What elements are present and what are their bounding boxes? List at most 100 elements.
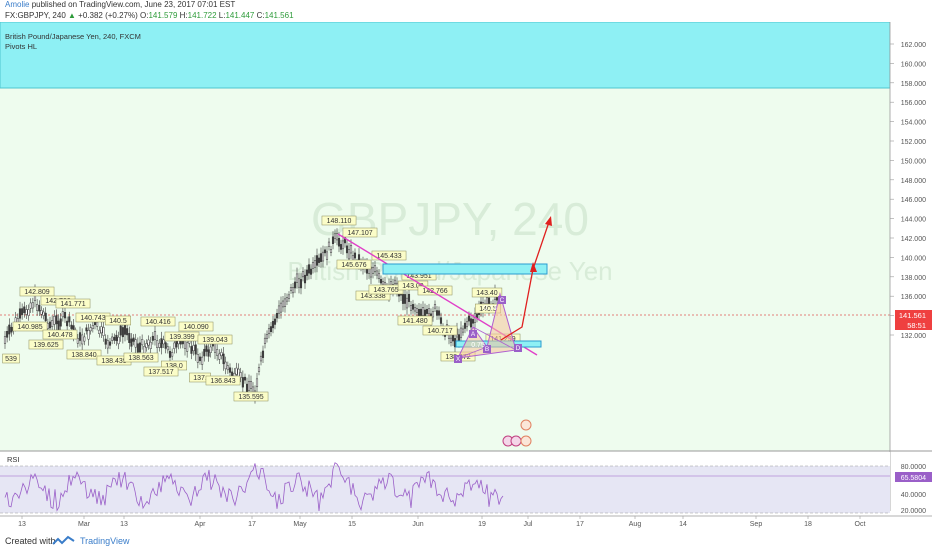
pivot-label: 140.090 <box>183 324 208 331</box>
candle-body <box>201 356 204 365</box>
countdown-value: 58:51 <box>907 321 926 330</box>
pivot-label: 140.478 <box>47 332 72 339</box>
candle-body <box>257 367 261 372</box>
candle-body <box>435 310 439 316</box>
tradingview-brand[interactable]: TradingView <box>80 536 130 546</box>
resistance-zone-top <box>0 22 891 89</box>
pattern-letter: A <box>471 331 476 338</box>
candle-body <box>337 238 341 247</box>
tradingview-logo-icon[interactable] <box>52 535 76 549</box>
candle-body <box>36 304 39 311</box>
candle-body <box>70 324 73 329</box>
candle-body <box>329 249 333 253</box>
candle-body <box>415 308 419 313</box>
candle-body <box>42 311 45 316</box>
price-label: 152.000 <box>901 139 926 146</box>
time-label: Apr <box>195 521 207 528</box>
price-label: 154.000 <box>901 120 926 127</box>
time-label: 14 <box>679 521 687 528</box>
candle-body <box>216 349 219 356</box>
author-link[interactable]: Amolie <box>5 0 30 9</box>
candle-body <box>427 308 431 314</box>
candle-body <box>349 245 353 254</box>
time-label: 13 <box>120 521 128 528</box>
candle-body <box>147 339 150 346</box>
pivot-label: 138.563 <box>128 355 153 362</box>
event-icon[interactable] <box>510 435 522 447</box>
candle-body <box>409 305 413 311</box>
price-axis[interactable] <box>890 22 932 511</box>
candle-body <box>315 255 319 266</box>
candle-body <box>379 279 383 284</box>
candle-body <box>59 318 62 327</box>
candle-body <box>111 336 114 341</box>
candle-body <box>311 261 315 269</box>
candle-body <box>353 252 357 259</box>
candle-body <box>347 249 351 260</box>
pivot-label-box <box>205 375 241 386</box>
candle-body <box>327 241 331 247</box>
pivot-label-box <box>336 259 372 270</box>
candle-body <box>425 308 429 314</box>
pivot-label-box <box>105 315 131 326</box>
candle-body <box>115 334 118 342</box>
candle-body <box>168 351 172 358</box>
candle-body <box>134 339 137 348</box>
candle-body <box>461 328 465 333</box>
candle-body <box>341 240 345 250</box>
candle-body <box>68 316 71 323</box>
resistance-box <box>382 263 548 275</box>
candle-body <box>313 260 317 268</box>
candle-body <box>162 339 165 345</box>
candle-body <box>283 298 287 307</box>
candle-body <box>44 312 47 322</box>
candle-body <box>128 333 131 343</box>
candle-body <box>104 338 107 345</box>
candle-body <box>303 274 307 284</box>
candle-body <box>98 329 101 335</box>
candle-body <box>38 305 41 312</box>
pivot-label: 137. <box>193 375 207 382</box>
candle-body <box>106 340 109 349</box>
candle-body <box>401 293 405 304</box>
pivot-label: 136.843 <box>210 378 235 385</box>
candle-body <box>325 251 329 260</box>
candle-body <box>289 287 293 291</box>
pivot-label-box <box>321 215 357 226</box>
candle-body <box>259 355 263 362</box>
event-icons[interactable] <box>502 419 532 447</box>
time-label: 17 <box>248 521 256 528</box>
pivot-label: 138.439 <box>101 358 126 365</box>
event-icon[interactable] <box>520 419 532 431</box>
candle-body <box>301 271 305 278</box>
rsi-label: RSI <box>7 455 20 464</box>
candle-body <box>85 327 88 332</box>
candle-body <box>381 281 385 286</box>
candle-body <box>8 324 11 335</box>
candle-body <box>29 302 32 309</box>
candle-body <box>209 346 212 353</box>
candle-body <box>205 345 208 352</box>
candle-body <box>305 269 309 276</box>
pivot-label: 135.595 <box>238 394 263 401</box>
pivot-label: 140.416 <box>145 319 170 326</box>
pivot-label-box <box>233 391 269 402</box>
price-label: 142.000 <box>901 236 926 243</box>
pattern-letter: X <box>456 356 461 363</box>
rsi-value-tag <box>895 472 932 482</box>
projection-path <box>500 268 534 341</box>
candle-body <box>465 321 469 328</box>
pivot-label-box <box>342 227 378 238</box>
event-icon[interactable] <box>520 435 532 447</box>
candle-body <box>220 352 223 356</box>
countdown-tag <box>895 320 932 330</box>
pivot-label: 138.840 <box>71 352 96 359</box>
candle-body <box>194 344 197 355</box>
pattern-ad-line <box>472 326 517 351</box>
pivot-label-box <box>2 353 20 364</box>
price-label: 144.000 <box>901 217 926 224</box>
pattern-letter-box <box>514 344 522 352</box>
projection-path-2 <box>532 221 550 270</box>
candle-body <box>261 350 265 358</box>
price-chart[interactable]: GBPJPY, 240 British Pound/Japanese Yen B… <box>0 22 932 533</box>
